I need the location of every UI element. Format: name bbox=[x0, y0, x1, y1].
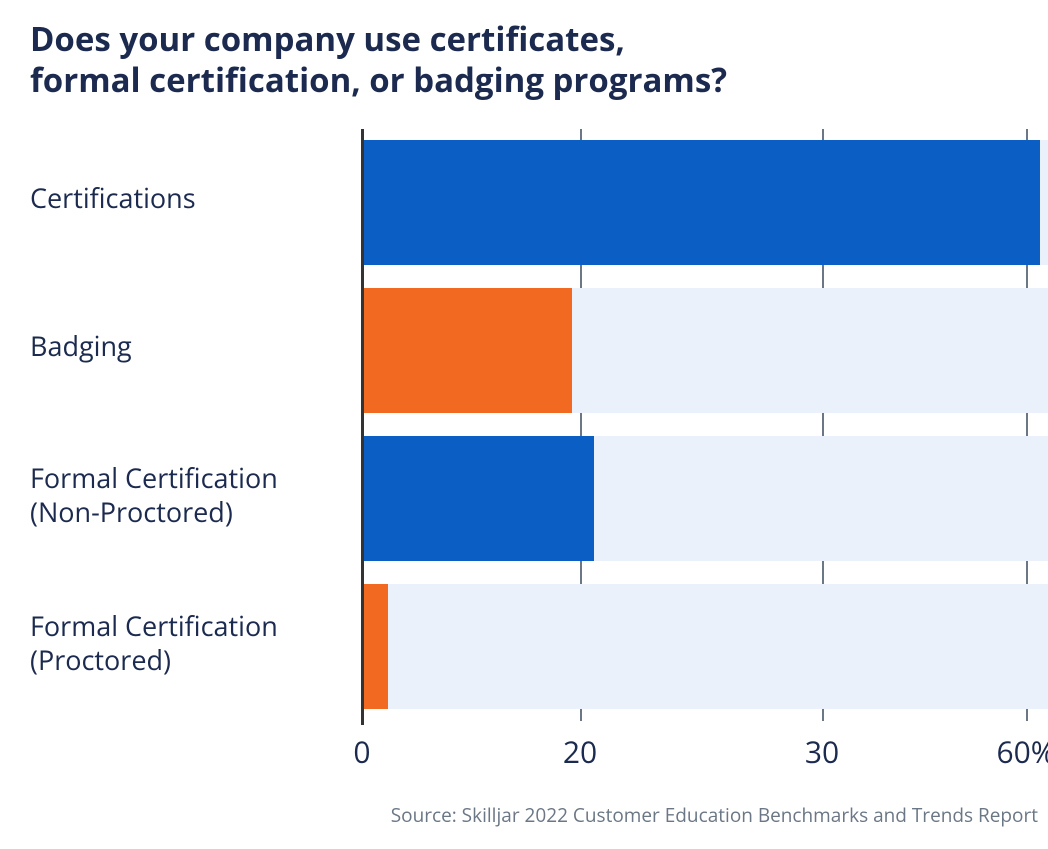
plot-region: 0203060% bbox=[362, 129, 1048, 721]
chart-title: Does your company use certificates, form… bbox=[30, 18, 1038, 101]
bar bbox=[364, 436, 594, 561]
category-label: Certifications bbox=[30, 181, 362, 215]
category-label: Formal Certification(Non-Proctored) bbox=[30, 461, 362, 529]
x-axis-tick-label: 20 bbox=[540, 731, 620, 772]
category-label: Badging bbox=[30, 329, 362, 363]
chart-title-line1: Does your company use certificates, bbox=[30, 18, 1038, 59]
category-label-line2: (Proctored) bbox=[30, 643, 362, 677]
category-label-line1: Badging bbox=[30, 327, 132, 364]
category-label-line2: (Non-Proctored) bbox=[30, 495, 362, 529]
bar bbox=[364, 584, 388, 709]
x-axis-tick-label: 30 bbox=[782, 731, 862, 772]
bar-track bbox=[364, 584, 1048, 709]
chart-title-line2: formal certification, or badging program… bbox=[30, 59, 1038, 100]
category-label: Formal Certification(Proctored) bbox=[30, 609, 362, 677]
x-axis-tick-label: 60% bbox=[986, 731, 1048, 772]
category-label-line1: Certifications bbox=[30, 179, 196, 216]
bar bbox=[364, 140, 1040, 265]
source-text: Source: Skilljar 2022 Customer Education… bbox=[391, 802, 1038, 828]
category-label-line1: Formal Certification bbox=[30, 459, 278, 496]
category-label-line1: Formal Certification bbox=[30, 607, 278, 644]
x-axis-tick-label: 0 bbox=[322, 731, 402, 772]
bar bbox=[364, 288, 572, 413]
chart-area: Certifications Badging Formal Certificatio… bbox=[30, 129, 1038, 811]
y-axis-line bbox=[361, 129, 364, 725]
